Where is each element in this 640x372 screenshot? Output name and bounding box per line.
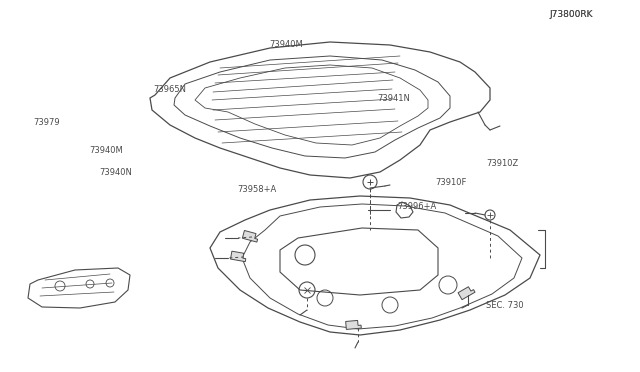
Text: 73958+A: 73958+A (237, 185, 276, 194)
Text: SEC. 730: SEC. 730 (486, 301, 524, 310)
Text: 73996+A: 73996+A (397, 202, 436, 211)
Polygon shape (230, 251, 246, 262)
Text: J73800RK: J73800RK (549, 10, 593, 19)
Polygon shape (458, 287, 475, 300)
Polygon shape (243, 231, 258, 242)
Text: 73941N: 73941N (378, 94, 410, 103)
Text: 73940N: 73940N (99, 169, 132, 177)
Text: 73940M: 73940M (269, 40, 303, 49)
Text: 73910Z: 73910Z (486, 159, 518, 168)
Text: 73965N: 73965N (154, 85, 187, 94)
Text: J73800RK: J73800RK (549, 10, 593, 19)
Text: 73910F: 73910F (435, 178, 467, 187)
Polygon shape (346, 320, 362, 330)
Text: 73979: 73979 (33, 118, 60, 127)
Text: 73940M: 73940M (90, 146, 124, 155)
